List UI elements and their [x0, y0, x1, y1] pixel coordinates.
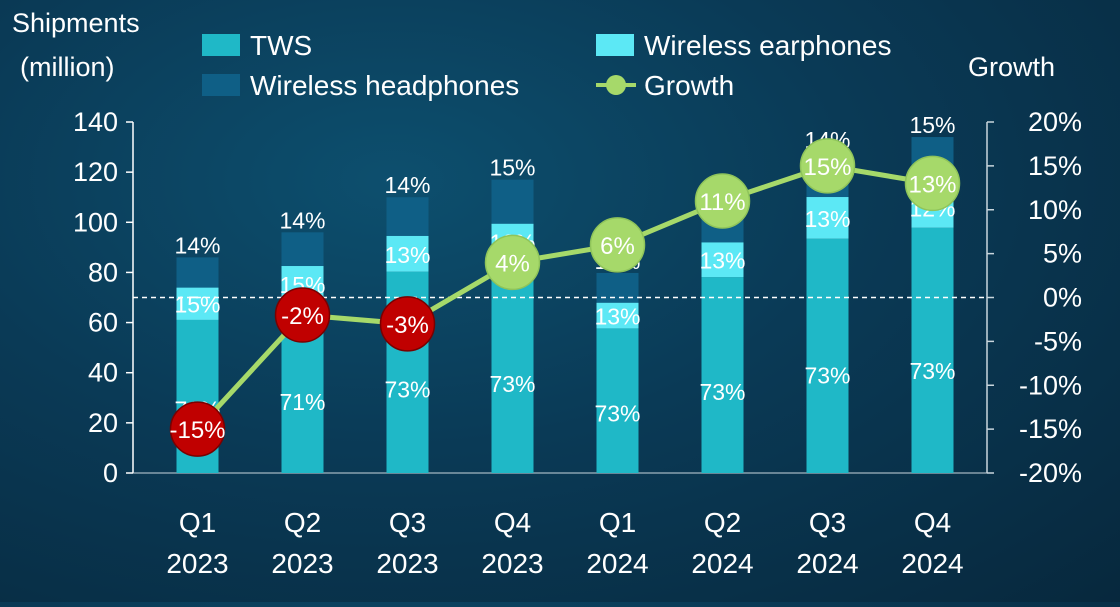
x-tick-label-quarter: Q4 — [494, 507, 531, 538]
share-label-headphones: 15% — [489, 155, 535, 181]
x-tick-label-quarter: Q1 — [599, 507, 636, 538]
x-tick-label-quarter: Q3 — [389, 507, 426, 538]
legend-label-wireless-headphones: Wireless headphones — [250, 70, 519, 101]
legend-growth-marker — [606, 75, 626, 95]
bar-earphones-segment — [806, 197, 849, 239]
x-tick-label-year: 2023 — [481, 548, 543, 579]
share-label-tws: 73% — [909, 358, 955, 384]
x-tick-label-quarter: Q2 — [704, 507, 741, 538]
bar-tws-segment — [491, 258, 534, 473]
y-left-tick-label: 140 — [73, 107, 118, 137]
bar-headphones-segment — [491, 179, 534, 224]
bar-earphones-segment — [386, 235, 429, 272]
y-left-tick-label: 0 — [103, 458, 118, 488]
bar-earphones-segment — [596, 302, 639, 329]
share-label-headphones: 14% — [384, 172, 430, 198]
y-left-tick-label: 40 — [88, 358, 118, 388]
x-tick-label-quarter: Q3 — [809, 507, 846, 538]
y-right-tick-label: 20% — [1028, 107, 1082, 137]
bar-tws-segment — [596, 328, 639, 473]
share-label-earphones: 13% — [384, 242, 430, 268]
bar-headphones-segment — [386, 197, 429, 236]
growth-data-label: -15% — [169, 417, 225, 444]
y-right-tick-label: 5% — [1043, 239, 1082, 269]
y-right-tick-label: -5% — [1034, 326, 1082, 356]
legend-label-tws: TWS — [250, 30, 312, 61]
y-left-tick-label: 60 — [88, 308, 118, 338]
share-label-tws: 73% — [594, 400, 640, 426]
growth-marker — [694, 173, 751, 229]
share-label-earphones: 13% — [594, 304, 640, 330]
growth-marker — [589, 217, 646, 273]
x-tick-label-quarter: Q4 — [914, 507, 951, 538]
y-right-tick-label: -15% — [1019, 414, 1082, 444]
bar-tws-segment — [806, 238, 849, 473]
growth-marker — [379, 296, 436, 352]
x-axis-labels: Q1 2023 Q2 2023 Q3 2023 Q4 2023 Q1 2024 Q2 2024 Q3 20… — [166, 507, 963, 579]
y-right-tick-label: -10% — [1019, 370, 1082, 400]
x-tick-label-year: 2023 — [376, 548, 438, 579]
growth-data-label: 11% — [699, 189, 745, 216]
growth-data-label: 13% — [908, 171, 956, 198]
growth-marker — [274, 287, 331, 343]
growth-marker — [904, 155, 961, 212]
share-label-tws: 73% — [699, 379, 745, 405]
share-label-headphones: 14% — [174, 232, 220, 258]
bar-headphones-segment — [281, 232, 324, 267]
growth-data-label: 4% — [495, 250, 530, 277]
bar-tws-segment — [701, 277, 744, 473]
bar-tws-segment — [911, 227, 954, 473]
y-right-title: Growth — [968, 52, 1055, 82]
legend-label-growth: Growth — [644, 70, 734, 101]
share-label-tws: 73% — [489, 371, 535, 397]
y-left-title-line1: Shipments — [12, 8, 140, 38]
x-tick-label-year: 2023 — [166, 548, 228, 579]
y-right-tick-label: 0% — [1043, 283, 1082, 313]
share-label-earphones: 15% — [174, 292, 220, 318]
y-right-tick-label: -20% — [1019, 458, 1082, 488]
share-label-tws: 73% — [804, 363, 850, 389]
growth-marker — [169, 401, 226, 457]
y-right-tick-label: 10% — [1028, 195, 1082, 225]
x-tick-label-year: 2024 — [796, 548, 858, 579]
y-left-tick-label: 20 — [88, 408, 118, 438]
x-tick-label-year: 2024 — [691, 548, 753, 579]
axes: 0 20 40 60 80 100 120 140 -20% -15% -10% -5% 0% 5% 10%… — [73, 107, 1082, 488]
legend-swatch-wireless-headphones — [202, 74, 240, 96]
growth-marker — [484, 234, 541, 291]
y-right-tick-label: 15% — [1028, 151, 1082, 181]
share-label-headphones: 15% — [909, 112, 955, 138]
x-tick-label-year: 2024 — [586, 548, 648, 579]
growth-marker — [799, 138, 856, 194]
growth-data-label: -2% — [281, 303, 324, 330]
bar-headphones-segment — [176, 257, 219, 288]
growth-series: -15% -2% -3% 4% 6% 11% 15% 13% — [169, 138, 961, 457]
bar-earphones-segment — [176, 287, 219, 320]
legend-label-wireless-earphones: Wireless earphones — [644, 30, 891, 61]
share-label-headphones: 14% — [279, 207, 325, 233]
share-label-tws: 71% — [279, 389, 325, 415]
legend: TWS Wireless earphones Wireless headphon… — [202, 30, 891, 101]
legend-swatch-wireless-earphones — [596, 34, 634, 56]
y-left-tick-label: 100 — [73, 207, 118, 237]
x-tick-label-quarter: Q1 — [179, 507, 216, 538]
growth-data-label: 6% — [600, 233, 635, 260]
growth-data-label: 15% — [803, 154, 851, 181]
y-left-tick-label: 120 — [73, 157, 118, 187]
share-label-earphones: 13% — [804, 206, 850, 232]
x-tick-label-year: 2023 — [271, 548, 333, 579]
x-tick-label-quarter: Q2 — [284, 507, 321, 538]
growth-data-label: -3% — [386, 312, 429, 339]
legend-swatch-tws — [202, 34, 240, 56]
y-left-tick-label: 80 — [88, 257, 118, 287]
bar-earphones-segment — [701, 242, 744, 278]
y-left-title-line2: (million) — [20, 52, 115, 82]
share-label-tws: 73% — [384, 376, 430, 402]
share-label-earphones: 13% — [699, 248, 745, 274]
x-tick-label-year: 2024 — [901, 548, 963, 579]
